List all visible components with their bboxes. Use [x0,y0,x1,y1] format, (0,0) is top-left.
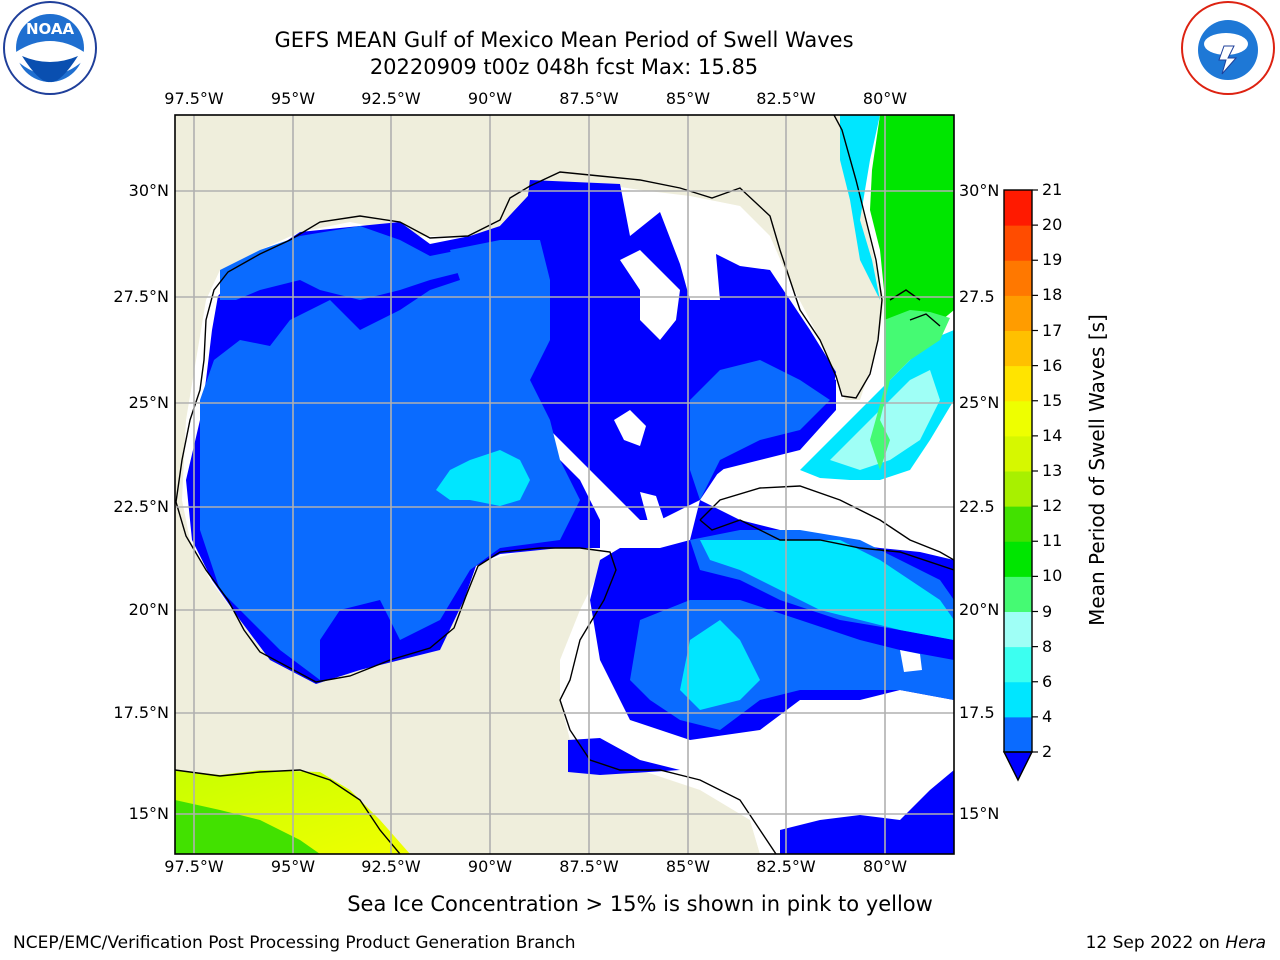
noaa-logo: NOAA [3,1,97,95]
lon-label-bottom: 87.5°W [559,857,619,876]
swell-zone-under-2s [186,180,954,740]
svg-text:NOAA: NOAA [26,20,75,38]
lat-label-left: 15°N [128,804,169,823]
colorbar-tick-label: 13 [1042,461,1063,480]
swell-zone-10-11s-atlantic [870,115,954,350]
sea-ice-note: Sea Ice Concentration > 15% is shown in … [347,892,933,916]
colorbar-segment [1004,225,1032,261]
lat-label-left: 25°N [128,393,169,412]
missing-patch-3 [900,650,922,672]
colorbar-segment [1004,330,1032,367]
lon-label-bottom: 85°W [665,857,711,876]
lat-label-left: 22.5°N [113,497,169,516]
lon-label-bottom: 80°W [862,857,908,876]
colorbar-segment [1004,295,1032,331]
colorbar-segment [1004,646,1032,683]
swell-zone-4-6s-caribbean-south [680,620,760,710]
lon-label-bottom: 82.5°W [756,857,816,876]
colorbar-segment [1004,365,1032,402]
colorbar-tick-label: 20 [1042,215,1063,235]
lon-label-top: 82.5°W [756,89,816,108]
lat-label-right: 27.5 [959,287,995,306]
colorbar-segment [1004,611,1032,648]
lon-label-top: 90°W [467,89,513,108]
colorbar-segment [1004,260,1032,296]
nws-logo [1181,1,1275,95]
colorbar-under-arrow [1002,751,1034,782]
lat-label-right: 17.5 [959,703,995,722]
map-title: GEFS MEAN Gulf of Mexico Mean Period of … [274,28,854,52]
lat-label-left: 17.5°N [113,703,169,722]
lat-label-left: 27.5°N [113,287,169,306]
colorbar-tick-label: 14 [1042,425,1063,445]
footer-date: 12 Sep 2022 on Hera [1086,933,1266,953]
lat-label-right: 30°N [959,181,1000,200]
colorbar-tick-label: 17 [1042,320,1063,340]
swell-zone-under-2s-caribbean-south [780,770,954,854]
map-frame [174,114,955,855]
colorbar-tick-label: 9 [1042,601,1053,621]
colorbar-segment [1004,435,1032,472]
coastlines [175,115,954,854]
lat-label-right: 15°N [959,804,1000,823]
colorbar-segment [1004,400,1032,437]
swell-zone-2-4s-north [220,226,470,300]
colorbar-tick-label: 21 [1042,180,1063,199]
colorbar-segment [1004,506,1032,542]
lon-label-top: 97.5°W [164,89,224,108]
map-area [175,115,954,854]
swell-zone-4-6s-central-gulf [436,450,530,506]
swell-zone-2-4s-west-gulf [200,240,580,680]
colorbar-tick-label: 2 [1042,742,1053,761]
lon-label-top: 87.5°W [559,89,619,108]
footer-organization: NCEP/EMC/Verification Post Processing Pr… [13,933,576,953]
lon-label-bottom: 95°W [270,857,316,876]
lat-label-right: 25°N [959,393,1000,412]
swell-zone-9-10s-atlantic [870,310,950,470]
lon-label-top: 95°W [270,89,316,108]
missing-patch-1 [614,410,646,446]
footer-date-text: 12 Sep 2022 on [1085,933,1226,953]
colorbar-tick-label: 15 [1042,390,1063,410]
map-subtitle-forecast: 20220909 t00z 048h fcst Max: 15.85 [369,55,759,79]
colorbar-tick-label: 12 [1042,496,1063,516]
graticule [175,115,954,854]
lon-label-top: 80°W [862,89,908,108]
lat-label-right: 20°N [959,600,1000,619]
colorbar-segment [1004,681,1032,718]
swell-zone-under-2s-honduras [568,738,680,775]
colorbar-tick-label: 10 [1042,566,1063,586]
colorbar-segment [1004,190,1032,226]
colorbar-tick-label: 18 [1042,285,1063,305]
lon-label-top: 92.5°W [361,89,421,108]
colorbar-segment [1004,716,1032,753]
colorbar-tick-label: 11 [1042,531,1063,551]
colorbar-tick-label: 16 [1042,355,1063,375]
lon-label-bottom: 92.5°W [361,857,421,876]
swell-zone-2-4s-east [690,360,830,500]
lat-label-left: 30°N [128,181,169,200]
colorbar-label: Mean Period of Swell Waves [s] [1085,314,1109,626]
colorbar-tick-label: 4 [1042,706,1053,726]
colorbar-segment [1004,541,1032,577]
colorbar-tick-label: 6 [1042,671,1053,691]
colorbar-tick-label: 19 [1042,250,1063,270]
swell-zone-4-6s-caribbean [700,540,954,640]
colorbar-segment [1004,576,1032,612]
lat-label-right: 22.5 [959,497,995,516]
lon-label-top: 85°W [665,89,711,108]
lat-label-left: 20°N [128,600,169,619]
swell-zone-4-6s-atlantic [840,115,880,300]
colorbar-segment [1004,471,1032,507]
lon-label-bottom: 97.5°W [164,857,224,876]
lon-label-bottom: 90°W [467,857,513,876]
missing-patch-4 [620,250,680,340]
footer-host: Hera [1225,933,1266,953]
colorbar [1002,189,1038,782]
colorbar-tick-label: 8 [1042,636,1053,656]
